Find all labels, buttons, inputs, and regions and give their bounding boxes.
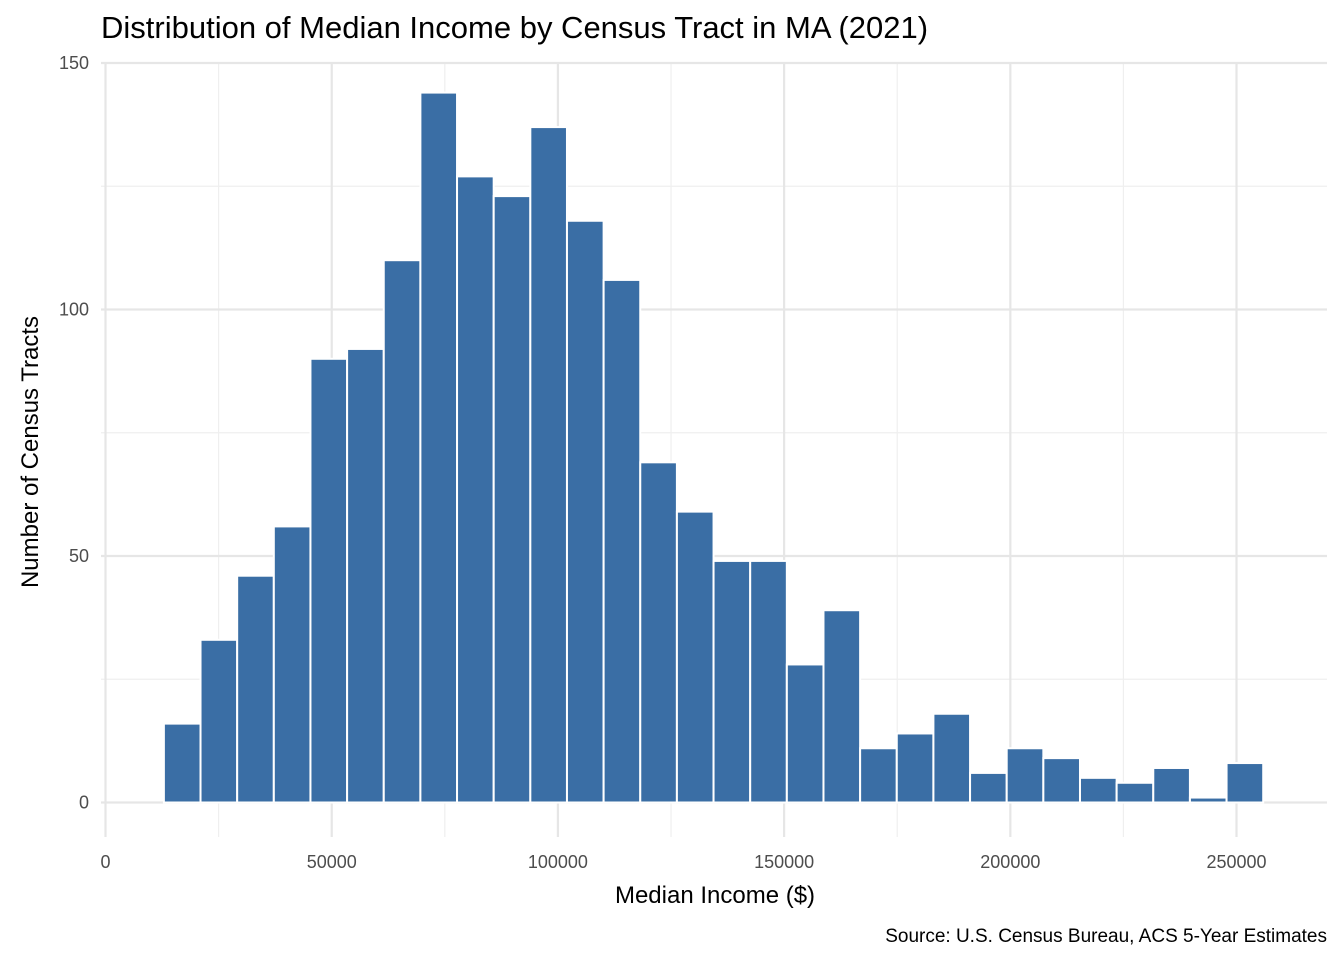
x-axis-title: Median Income ($) [615, 882, 815, 909]
histogram-bar [1188, 796, 1228, 804]
histogram-bar [382, 259, 422, 804]
y-axis-title: Number of Census Tracts [17, 316, 44, 588]
histogram-bar [785, 663, 825, 804]
y-axis-tick-labels: 0 50 100 150 [59, 53, 89, 812]
histogram-bar [859, 747, 898, 804]
x-axis-tick-labels: 0 50000 100000 150000 200000 250000 [101, 852, 1267, 872]
histogram-bar [1078, 776, 1118, 804]
histogram-bar [456, 175, 495, 804]
histogram-bar [895, 732, 935, 804]
x-tick-label: 100000 [528, 852, 588, 872]
x-tick-label: 50000 [307, 852, 357, 872]
x-tick-label: 0 [101, 852, 111, 872]
histogram-bar [1005, 747, 1045, 804]
source-caption: Source: U.S. Census Bureau, ACS 5-Year E… [885, 926, 1327, 947]
x-tick-label: 200000 [980, 852, 1040, 872]
histogram-bar [1115, 781, 1155, 804]
histogram-bar [639, 461, 678, 804]
x-tick-label: 150000 [754, 852, 814, 872]
histogram-bar [1152, 766, 1191, 804]
histogram-bar [162, 722, 202, 804]
histogram-bar [492, 195, 532, 804]
histogram-bar [602, 278, 642, 804]
histogram-bar [419, 91, 459, 804]
histogram-bar [199, 638, 239, 804]
histogram-bar [346, 347, 385, 804]
histogram-bars [162, 91, 1265, 804]
histogram-bar [529, 126, 568, 804]
y-tick-label: 100 [59, 299, 89, 319]
histogram-bar [565, 219, 605, 804]
y-tick-label: 150 [59, 53, 89, 73]
histogram-bar [932, 712, 972, 804]
histogram-bar [272, 525, 312, 804]
chart-title: Distribution of Median Income by Census … [101, 10, 928, 45]
y-tick-label: 50 [69, 546, 89, 566]
y-tick-label: 0 [79, 792, 89, 812]
histogram-bar [749, 559, 788, 804]
histogram-bar [1225, 762, 1265, 804]
histogram-bar [822, 609, 862, 804]
histogram-bar [675, 510, 715, 804]
histogram-bar [969, 771, 1008, 804]
histogram-bar [236, 574, 275, 804]
histogram-bar [712, 559, 752, 804]
histogram-bar [1042, 757, 1081, 804]
x-tick-label: 250000 [1206, 852, 1266, 872]
histogram-bar [309, 357, 349, 804]
